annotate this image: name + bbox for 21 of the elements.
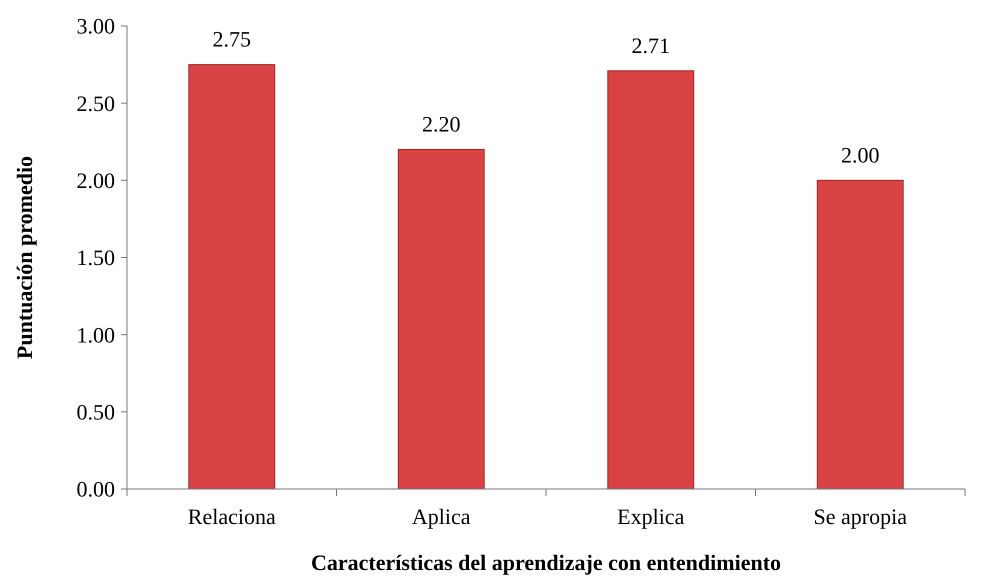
bar xyxy=(607,70,694,490)
y-tick-label: 3.00 xyxy=(76,14,115,39)
y-tick-label: 0.00 xyxy=(76,476,115,502)
y-tick-label: 1.50 xyxy=(76,245,115,270)
y-tick-label: 0.50 xyxy=(76,400,115,425)
y-tick-label: 2.00 xyxy=(76,168,115,194)
bar xyxy=(816,180,904,490)
data-label: 2.75 xyxy=(212,26,251,52)
x-tick-label: Relaciona xyxy=(188,504,276,529)
y-tick-label: 2.50 xyxy=(76,90,115,116)
x-axis-title: Características del aprendizaje con entendimiento xyxy=(310,550,782,575)
data-label: 2.00 xyxy=(841,142,880,168)
x-tick-label: Explica xyxy=(617,504,685,529)
data-label: 2.71 xyxy=(632,32,670,58)
data-label: 2.20 xyxy=(422,111,460,136)
x-tick-label: Aplica xyxy=(412,504,471,529)
x-tick-label: Se apropia xyxy=(814,504,908,529)
bar xyxy=(188,64,276,490)
y-axis-title: Puntuación promedio xyxy=(12,156,37,360)
y-tick-label: 1.00 xyxy=(76,322,115,348)
bar xyxy=(398,148,485,490)
